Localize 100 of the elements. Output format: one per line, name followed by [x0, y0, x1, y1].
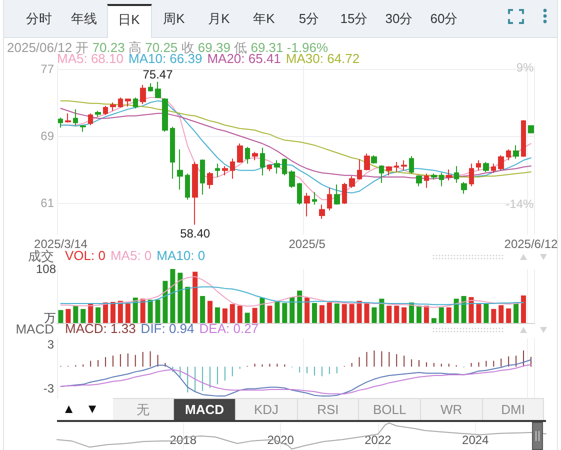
bar: [267, 306, 272, 323]
bar: [386, 306, 392, 323]
candlestick: [416, 174, 422, 187]
candlestick: [394, 161, 399, 172]
candlestick: [207, 171, 213, 190]
candlestick: [95, 110, 101, 118]
bar: [118, 300, 123, 323]
bar: [162, 280, 168, 323]
candlestick: [379, 164, 384, 184]
candlestick: [237, 143, 243, 164]
tab: BOLL: [359, 398, 421, 420]
candlestick: [528, 125, 534, 134]
candlestick: [125, 98, 131, 108]
annotation: 58.40: [180, 226, 210, 240]
bar: [394, 306, 400, 323]
candlestick: [304, 192, 310, 217]
bar: [214, 307, 220, 323]
category-label: ▼: [86, 401, 99, 416]
candlestick: [274, 160, 280, 174]
text: 108: [36, 262, 56, 276]
candlestick: [170, 126, 175, 180]
x-tick-label: 2024: [462, 433, 490, 447]
series-label: MA10: 0: [156, 248, 206, 263]
candlestick: [401, 160, 407, 171]
candlestick: [148, 82, 153, 92]
candlestick: [252, 151, 258, 161]
tab: RSI: [298, 398, 360, 420]
candlestick: [498, 154, 504, 171]
bar: [438, 307, 444, 323]
candlestick: [289, 170, 295, 188]
category-label: 无: [136, 402, 150, 417]
candlestick: [424, 173, 429, 188]
candlestick: [118, 96, 123, 108]
category-label: ▲: [62, 401, 76, 416]
bar: [132, 298, 138, 323]
category-label: KDJ: [254, 402, 279, 417]
bar: [424, 306, 429, 323]
bar: [88, 304, 94, 323]
y-tick-label: 61: [40, 196, 54, 210]
y-tick-label: -3: [43, 382, 54, 396]
candlestick: [446, 168, 452, 181]
line-series: [60, 364, 532, 394]
text: VOL: 0: [65, 248, 106, 263]
bar: [208, 300, 213, 323]
bar: [372, 307, 377, 323]
x-tick-label: 2020: [267, 433, 294, 447]
candlestick: [133, 96, 138, 109]
candlestick: [73, 108, 78, 126]
y-tick-label: 77: [40, 62, 54, 76]
bar: [312, 303, 318, 323]
candlestick: [222, 166, 228, 176]
candlestick: [155, 81, 161, 99]
candlestick: [65, 112, 71, 124]
bar: [379, 298, 384, 323]
candlestick: [312, 192, 317, 206]
candlestick: [431, 173, 437, 180]
x-tick-label: 2022: [364, 433, 392, 447]
candlestick: [103, 105, 108, 116]
bar: [244, 312, 250, 323]
candlestick: [371, 154, 377, 164]
candlestick: [215, 163, 220, 178]
candlestick: [192, 161, 198, 226]
candlestick: [454, 166, 459, 184]
bar: [103, 302, 108, 323]
tab: MACD: [174, 398, 236, 420]
bar: [498, 305, 504, 323]
candlestick: [267, 164, 272, 172]
category-label: RSI: [317, 402, 339, 417]
candlestick: [461, 182, 467, 194]
bar: [148, 300, 153, 323]
candlestick: [506, 148, 511, 161]
x-tick-label: 2025/5: [288, 236, 326, 251]
candlestick: [491, 163, 496, 174]
candlestick: [513, 144, 519, 160]
category-label: MACD: [185, 402, 224, 417]
bar: [178, 272, 183, 323]
category-label: 5分: [298, 11, 320, 26]
bar: [237, 306, 242, 323]
candlestick: [80, 124, 86, 132]
bar: [297, 290, 302, 323]
candlestick: [245, 146, 250, 164]
series-label: MACD: 1.33: [65, 321, 136, 336]
bar: [506, 308, 512, 323]
bar: [230, 304, 235, 323]
candlestick: [476, 160, 481, 171]
bar: [491, 308, 496, 323]
candlestick: [88, 112, 93, 126]
bar: [476, 304, 482, 323]
candlestick: [364, 153, 370, 171]
bar: [274, 300, 280, 323]
candlestick: [177, 148, 183, 190]
candlestick: [140, 84, 146, 105]
bar: [185, 286, 190, 323]
candlestick: [230, 158, 235, 180]
bar: [170, 269, 176, 323]
text: MA5: 0: [110, 248, 152, 263]
candlestick: [349, 176, 355, 188]
bar: [364, 304, 370, 323]
bar: [96, 307, 101, 323]
candlestick: [334, 184, 340, 206]
